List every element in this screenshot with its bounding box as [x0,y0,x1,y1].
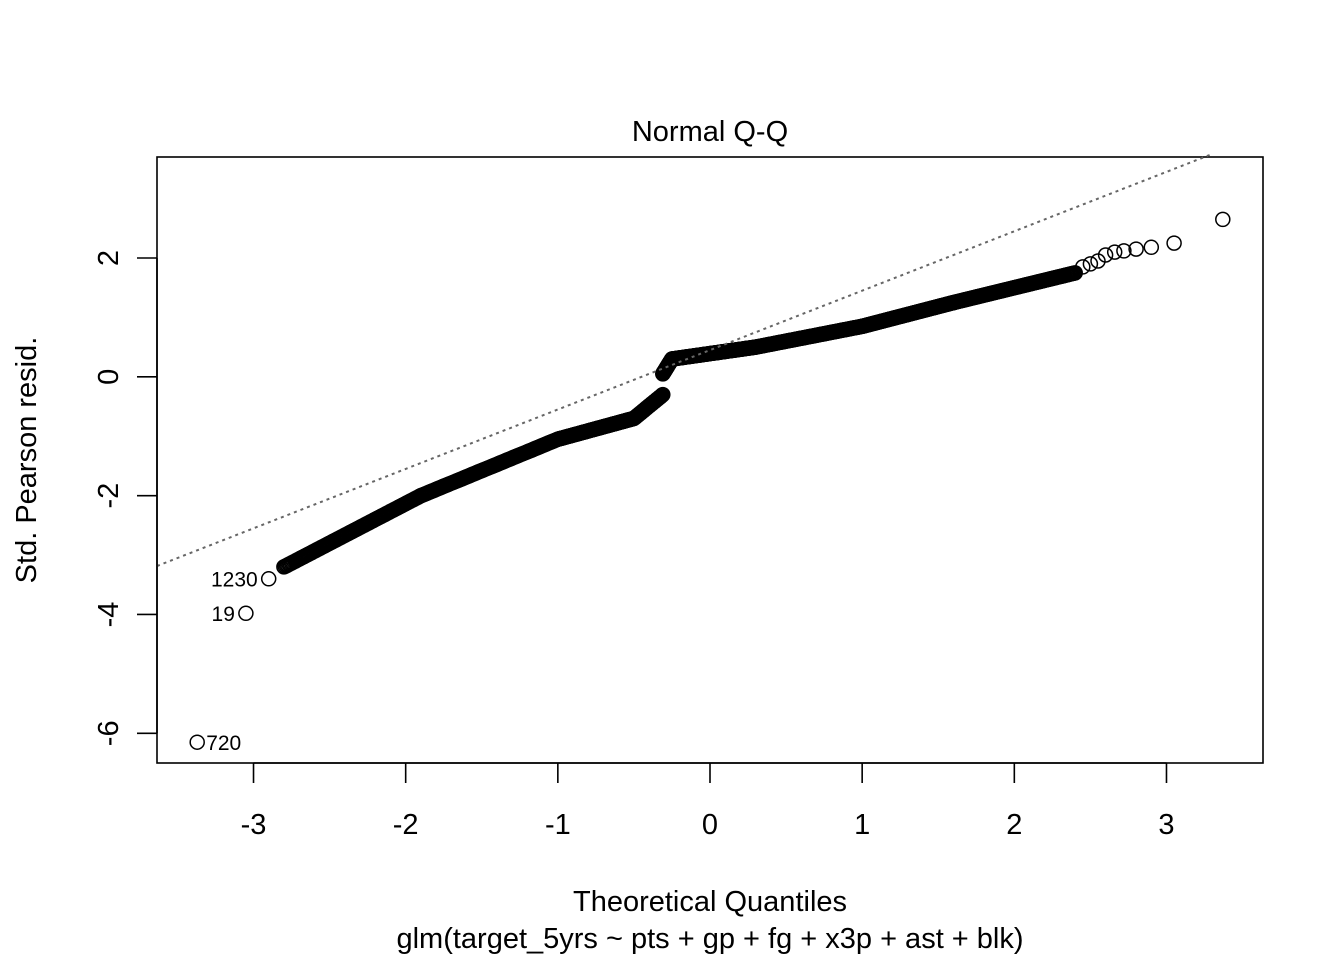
y-tick-label: -4 [93,602,125,628]
y-tick-label: 2 [93,250,125,266]
y-axis: -6 -4 -2 0 2 [93,250,158,746]
data-point [1215,211,1231,228]
x-tick-label: -1 [545,809,571,841]
data-point [1106,244,1123,260]
data-point [238,605,254,622]
x-tick-label: 3 [1158,809,1174,841]
data-point [1143,239,1160,256]
y-axis-label: Std. Pearson resid. [11,337,43,584]
x-tick-label: 1 [854,809,870,841]
point-label: 1230 [211,568,258,591]
x-tick-label: -3 [241,809,267,841]
data-point [1082,256,1099,272]
plot-frame [156,156,1264,764]
data-point [655,386,671,403]
model-subtitle: glm(target_5yrs ~ pts + gp + fg + x3p + … [396,923,1023,955]
data-point [1116,243,1132,259]
data-point [1166,235,1182,251]
data-point [1128,241,1144,257]
data-point [1097,247,1114,263]
data-point [189,734,205,750]
point-label: 720 [206,732,241,755]
point-labels: 720 19 1230 [206,568,258,754]
y-tick-label: -6 [93,720,125,746]
x-tick-label: -2 [393,809,419,841]
x-tick-label: 2 [1006,809,1022,841]
y-tick-label: 0 [93,369,125,385]
x-tick-label: 0 [702,809,718,841]
data-point [1075,259,1091,275]
point-label: 19 [212,603,235,626]
x-axis: -3 -2 -1 0 1 2 3 [241,762,1175,841]
data-point [260,571,277,587]
points-layer [189,211,1231,750]
y-tick-label: -2 [93,483,125,509]
x-axis-label: Theoretical Quantiles [573,886,847,918]
chart-title: Normal Q-Q [632,116,788,148]
